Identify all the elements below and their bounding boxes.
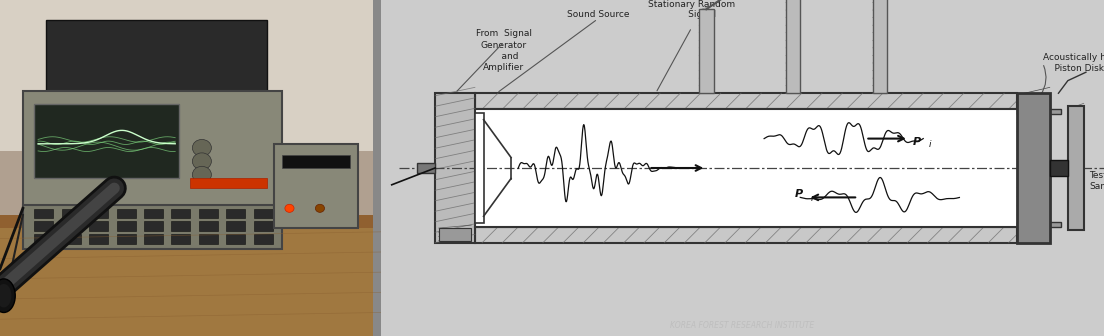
Circle shape <box>192 166 211 183</box>
FancyBboxPatch shape <box>417 163 435 173</box>
FancyBboxPatch shape <box>1068 106 1084 230</box>
Text: Stationary Random
       Signal: Stationary Random Signal <box>648 0 735 19</box>
Circle shape <box>316 204 325 212</box>
FancyBboxPatch shape <box>475 109 1017 227</box>
Polygon shape <box>0 0 381 336</box>
FancyBboxPatch shape <box>62 221 81 231</box>
FancyBboxPatch shape <box>117 209 136 218</box>
FancyBboxPatch shape <box>34 234 53 244</box>
FancyBboxPatch shape <box>23 205 282 249</box>
FancyBboxPatch shape <box>45 20 267 94</box>
FancyBboxPatch shape <box>89 221 108 231</box>
FancyBboxPatch shape <box>435 93 475 243</box>
Circle shape <box>192 139 211 156</box>
FancyBboxPatch shape <box>171 209 190 218</box>
Text: Test
Sample: Test Sample <box>1090 171 1104 191</box>
FancyBboxPatch shape <box>171 234 190 244</box>
FancyBboxPatch shape <box>144 234 163 244</box>
Text: From  Signal
Generator
    and
Amplifier: From Signal Generator and Amplifier <box>476 30 532 72</box>
FancyBboxPatch shape <box>89 234 108 244</box>
FancyBboxPatch shape <box>226 234 245 244</box>
Polygon shape <box>373 0 381 336</box>
Ellipse shape <box>0 279 15 312</box>
FancyBboxPatch shape <box>1017 109 1061 114</box>
FancyBboxPatch shape <box>23 91 282 208</box>
Ellipse shape <box>0 284 11 307</box>
Text: P: P <box>912 137 921 147</box>
Text: Acoustically hard
    Piston Disk: Acoustically hard Piston Disk <box>1042 53 1104 73</box>
FancyBboxPatch shape <box>254 209 273 218</box>
FancyBboxPatch shape <box>699 9 713 93</box>
FancyBboxPatch shape <box>475 227 1017 243</box>
Text: KOREA FOREST RESEARCH INSTITUTE: KOREA FOREST RESEARCH INSTITUTE <box>670 321 815 330</box>
FancyBboxPatch shape <box>254 221 273 231</box>
Polygon shape <box>0 215 381 228</box>
FancyBboxPatch shape <box>226 209 245 218</box>
Text: P: P <box>795 189 803 199</box>
FancyBboxPatch shape <box>117 221 136 231</box>
FancyBboxPatch shape <box>199 209 217 218</box>
FancyBboxPatch shape <box>34 209 53 218</box>
Circle shape <box>192 153 211 170</box>
FancyBboxPatch shape <box>1017 93 1050 243</box>
FancyBboxPatch shape <box>475 114 484 222</box>
Text: r: r <box>810 194 814 203</box>
FancyBboxPatch shape <box>274 144 358 228</box>
FancyBboxPatch shape <box>786 0 800 93</box>
FancyBboxPatch shape <box>282 155 350 168</box>
FancyBboxPatch shape <box>199 234 217 244</box>
Text: i: i <box>928 140 931 150</box>
Polygon shape <box>0 228 381 336</box>
FancyBboxPatch shape <box>34 104 179 178</box>
FancyBboxPatch shape <box>34 221 53 231</box>
FancyBboxPatch shape <box>1017 222 1061 227</box>
FancyBboxPatch shape <box>62 234 81 244</box>
FancyBboxPatch shape <box>144 221 163 231</box>
FancyBboxPatch shape <box>190 178 267 188</box>
FancyBboxPatch shape <box>117 234 136 244</box>
FancyBboxPatch shape <box>438 228 471 241</box>
FancyBboxPatch shape <box>254 234 273 244</box>
FancyBboxPatch shape <box>226 221 245 231</box>
Text: Sound Source: Sound Source <box>566 10 629 19</box>
FancyBboxPatch shape <box>872 0 888 93</box>
FancyBboxPatch shape <box>475 93 1017 109</box>
FancyBboxPatch shape <box>62 209 81 218</box>
Polygon shape <box>0 0 381 151</box>
FancyBboxPatch shape <box>199 221 217 231</box>
FancyBboxPatch shape <box>171 221 190 231</box>
FancyBboxPatch shape <box>1050 161 1068 175</box>
FancyBboxPatch shape <box>89 209 108 218</box>
Circle shape <box>285 204 294 212</box>
FancyBboxPatch shape <box>144 209 163 218</box>
